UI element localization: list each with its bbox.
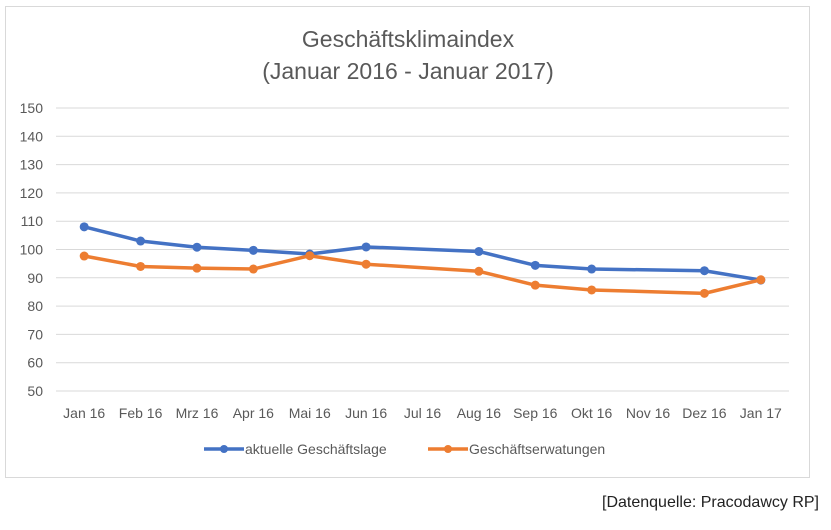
x-tick-label: Dez 16 — [682, 405, 727, 421]
y-tick-label: 80 — [27, 298, 43, 314]
chart-title: Geschäftsklimaindex — [302, 26, 515, 52]
y-tick-label: 100 — [20, 242, 44, 258]
series-group — [79, 222, 766, 298]
legend-swatch-marker — [444, 445, 452, 453]
chart-frame: Geschäftsklimaindex (Januar 2016 - Janua… — [5, 6, 810, 478]
data-point — [361, 242, 371, 252]
x-tick-label: Mai 16 — [289, 405, 331, 421]
y-tick-label: 130 — [20, 157, 44, 173]
y-tick-label: 110 — [21, 213, 44, 229]
legend-item: aktuelle Geschäftslage — [204, 441, 387, 457]
data-point — [136, 236, 146, 246]
x-tick-label: Apr 16 — [233, 405, 274, 421]
y-tick-label: 150 — [20, 100, 44, 116]
x-tick-label: Jan 16 — [63, 405, 105, 421]
line-chart: Geschäftsklimaindex (Januar 2016 - Janua… — [20, 26, 789, 457]
source-note: [Datenquelle: Pracodawcy RP] — [602, 494, 819, 511]
data-point — [699, 288, 709, 298]
x-tick-label: Jun 16 — [345, 405, 387, 421]
y-tick-label: 60 — [27, 355, 43, 371]
data-point — [79, 251, 89, 261]
legend-item: Geschäftserwatungen — [428, 441, 605, 457]
series-line — [83, 225, 762, 282]
x-axis-ticks: Jan 16 Feb 16 Mrz 16 Apr 16 Mai 16 Jun 16 Jul … — [63, 405, 782, 421]
data-point — [587, 264, 597, 274]
data-point — [756, 275, 766, 285]
data-point — [530, 280, 540, 290]
series-geschaeftserwartungen — [79, 251, 766, 298]
x-tick-label: Okt 16 — [571, 405, 612, 421]
y-tick-label: 120 — [20, 185, 44, 201]
data-point — [305, 251, 315, 261]
y-tick-label: 70 — [27, 326, 43, 342]
legend-label: aktuelle Geschäftslage — [245, 441, 387, 457]
y-tick-label: 90 — [27, 270, 43, 286]
y-tick-label: 140 — [20, 128, 44, 144]
y-axis-ticks: 50 60 70 80 90 100 110 120 130 140 150 — [20, 100, 44, 399]
data-point — [79, 222, 89, 232]
data-point — [474, 246, 484, 256]
chart-subtitle: (Januar 2016 - Januar 2017) — [262, 58, 554, 84]
x-tick-label: Jan 17 — [740, 405, 782, 421]
x-tick-label: Jul 16 — [404, 405, 442, 421]
data-point — [530, 260, 540, 270]
data-point — [192, 242, 202, 252]
x-tick-label: Nov 16 — [626, 405, 671, 421]
data-point — [248, 245, 258, 255]
data-point — [361, 259, 371, 269]
data-point — [192, 263, 202, 273]
data-point — [474, 266, 484, 276]
x-tick-label: Feb 16 — [119, 405, 163, 421]
series-aktuelle-geschaeftslage — [79, 222, 766, 285]
data-point — [248, 264, 258, 274]
x-tick-label: Sep 16 — [513, 405, 558, 421]
x-tick-label: Aug 16 — [457, 405, 502, 421]
data-point — [136, 261, 146, 271]
legend-label: Geschäftserwatungen — [469, 441, 605, 457]
series-line — [83, 253, 762, 296]
legend: aktuelle Geschäftslage Geschäftserwatunge… — [204, 441, 605, 457]
y-tick-label: 50 — [27, 383, 43, 399]
data-point — [699, 266, 709, 276]
data-point — [587, 285, 597, 295]
legend-swatch-marker — [220, 445, 228, 453]
x-tick-label: Mrz 16 — [176, 405, 219, 421]
